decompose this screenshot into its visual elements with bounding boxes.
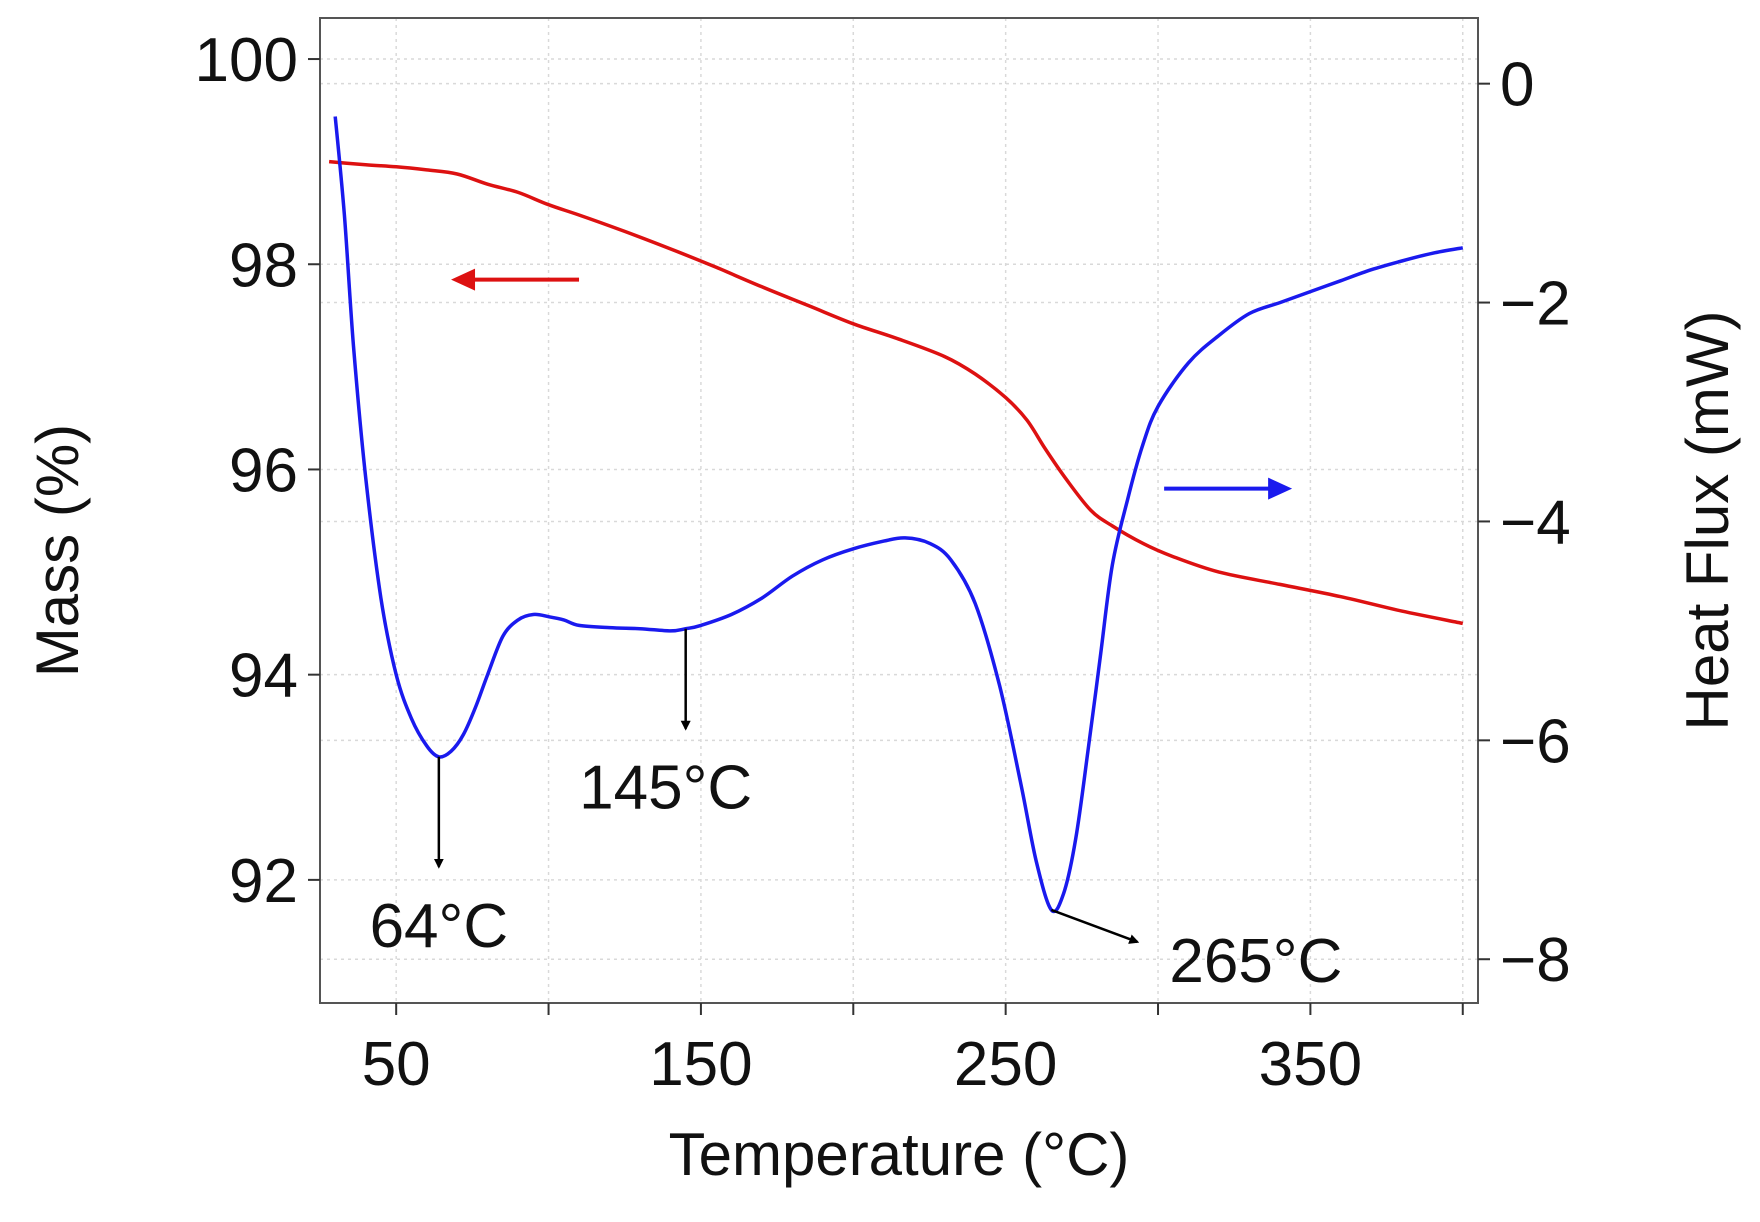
y-right-tick-label: −2: [1500, 270, 1571, 339]
y-axis-right-title: Heat Flux (mW): [1674, 311, 1741, 731]
peak-label-64: 64°C: [370, 892, 509, 961]
x-tick-label: 250: [954, 1030, 1057, 1099]
y-left-tick-label: 92: [229, 847, 298, 916]
heatflux-arrow-head: [1268, 477, 1293, 500]
x-tick-label: 150: [649, 1030, 752, 1099]
heat-flux-axis-indicator-arrow: [1164, 477, 1293, 500]
y-left-tick-label: 94: [229, 642, 298, 711]
y-right-tick-label: −4: [1500, 488, 1571, 557]
series-line-mass: [328, 159, 1464, 626]
y-right-tick-label: −6: [1500, 707, 1571, 776]
y-left-tick-label: 96: [229, 436, 298, 505]
x-tick-label: 50: [362, 1030, 431, 1099]
y-right-tick-label: −8: [1500, 926, 1571, 995]
ticks: 50 150 250 350 92 94 96 98 100 −8 −6 −4 −2 0: [195, 26, 1571, 1099]
y-right-tick-label: 0: [1500, 51, 1534, 120]
mass-axis-indicator-arrow: [451, 268, 580, 291]
y-axis-left-title: Mass (%): [24, 424, 91, 677]
annotations: 64°C 145°C 265°C: [370, 268, 1342, 996]
x-axis-title: Temperature (°C): [669, 1121, 1130, 1188]
peak-arrow-265: [1050, 908, 1140, 944]
grid: [320, 18, 1478, 1003]
mass-arrow-head: [451, 268, 476, 291]
plot-frame: [319, 17, 1479, 1004]
y-left-tick-label: 100: [195, 26, 298, 95]
peak-label-265: 265°C: [1169, 927, 1342, 996]
series-line-heat-flux: [333, 116, 1464, 914]
y-left-tick-label: 98: [229, 231, 298, 300]
x-tick-label: 350: [1259, 1030, 1362, 1099]
series-group: [328, 116, 1464, 914]
peak-label-145: 145°C: [579, 754, 752, 823]
